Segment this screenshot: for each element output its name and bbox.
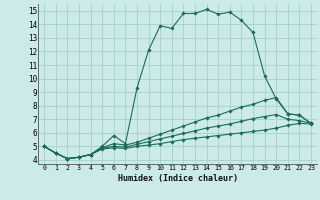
X-axis label: Humidex (Indice chaleur): Humidex (Indice chaleur) bbox=[118, 174, 238, 183]
